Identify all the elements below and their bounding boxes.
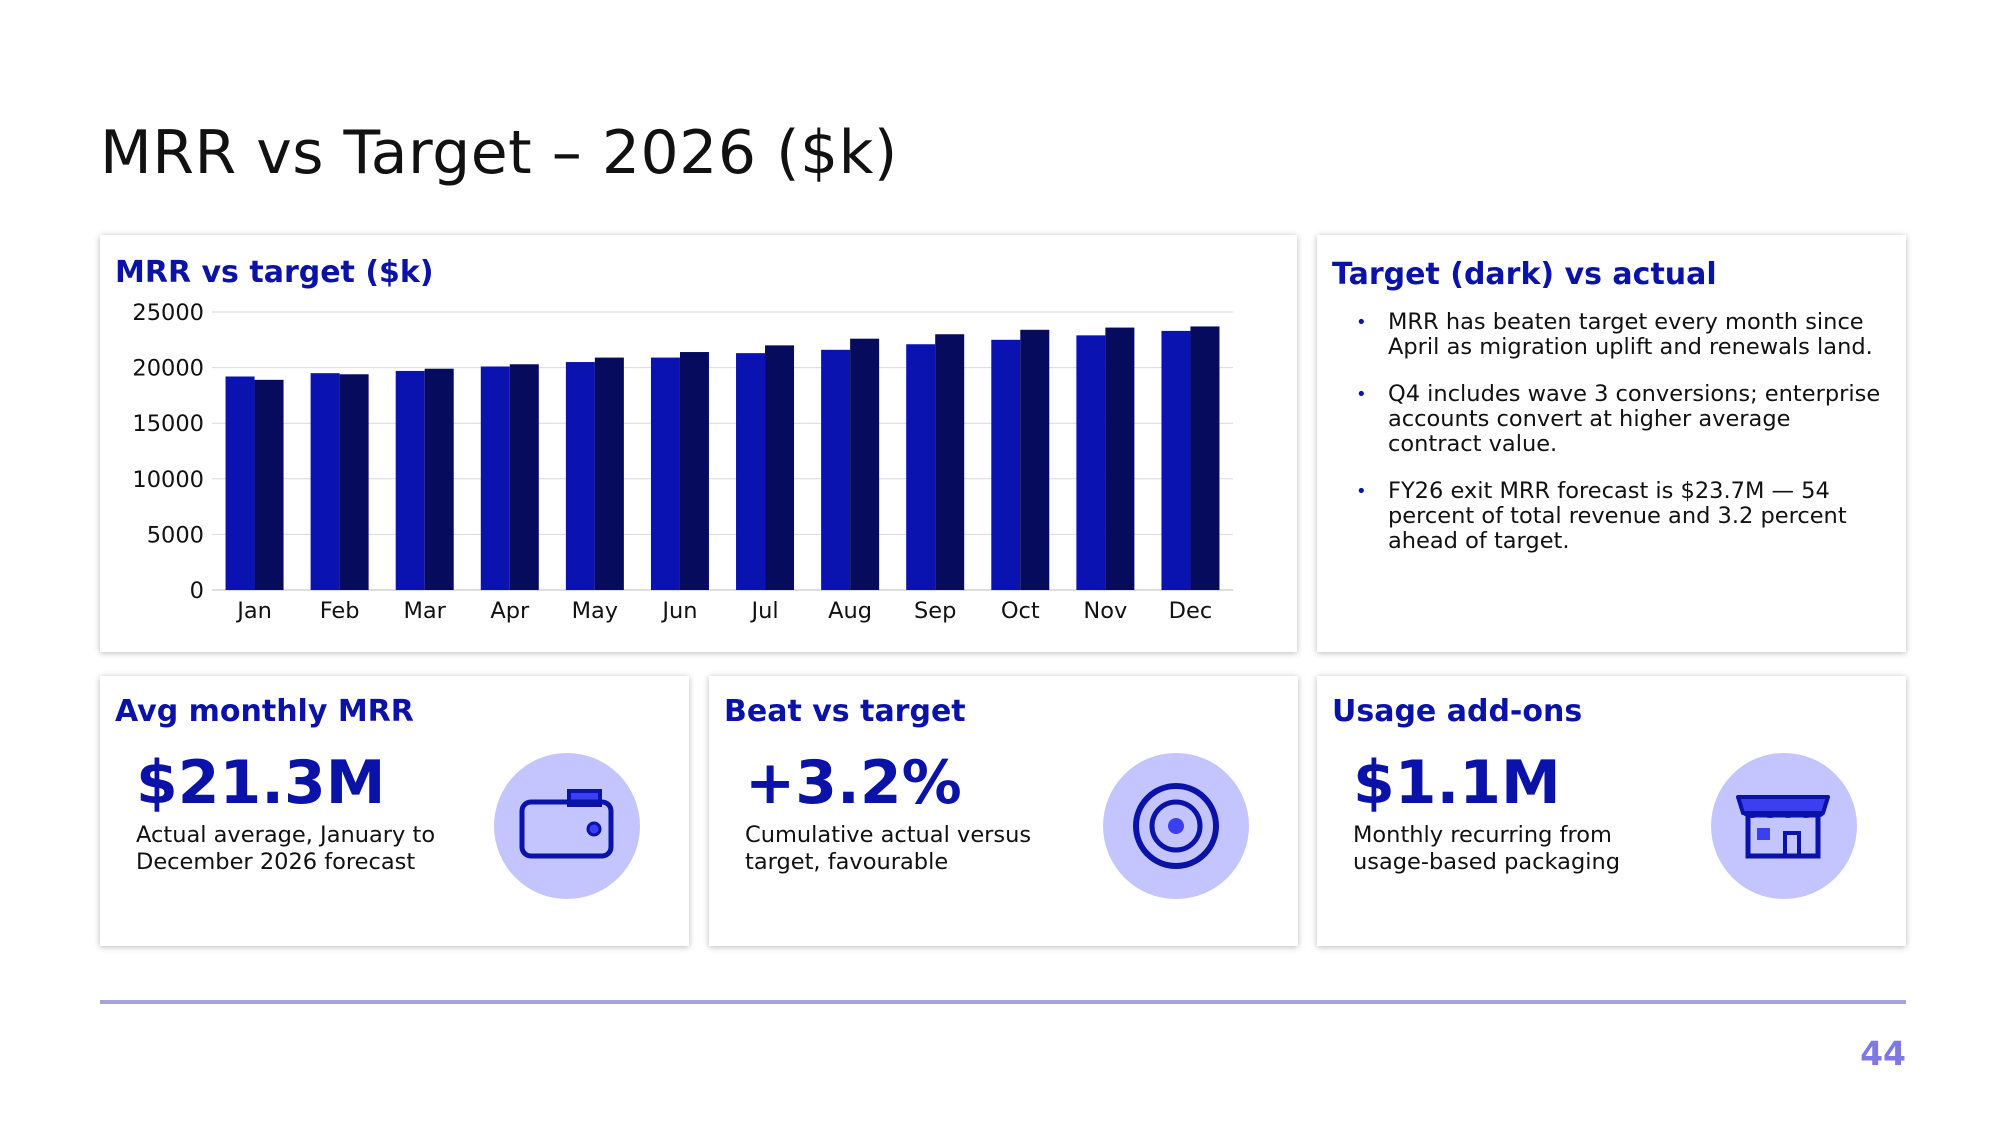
kpi-card-avg-mrr: Avg monthly MRR $21.3M Actual average, J… — [100, 676, 689, 946]
y-tick-label: 15000 — [132, 411, 204, 437]
y-tick-label: 20000 — [132, 356, 204, 382]
bar-target — [254, 379, 284, 590]
bar-actual — [991, 339, 1021, 590]
bar-actual — [565, 362, 595, 590]
x-tick-label: May — [572, 598, 619, 624]
kpi-value: +3.2% — [745, 748, 962, 818]
bullet-icon: • — [1356, 384, 1367, 405]
target-icon — [1103, 753, 1249, 899]
kpi-title: Avg monthly MRR — [115, 694, 414, 729]
bar-actual — [821, 349, 851, 590]
bar-actual — [395, 370, 425, 590]
y-tick-label: 10000 — [132, 467, 204, 493]
bar-target — [679, 352, 709, 590]
note-text: FY26 exit MRR forecast is $23.7M — 54 pe… — [1388, 478, 1847, 554]
bar-target — [935, 334, 965, 590]
bar-target — [850, 338, 880, 590]
x-tick-label: Jan — [235, 598, 272, 624]
notes-title: Target (dark) vs actual — [1332, 257, 1717, 292]
bar-target — [1190, 326, 1220, 590]
bar-target — [1020, 329, 1050, 590]
x-tick-label: Mar — [403, 598, 446, 624]
bullet-icon: • — [1356, 481, 1367, 502]
kpi-title: Beat vs target — [724, 694, 966, 729]
notes-list: • MRR has beaten target every month since… — [1354, 310, 1884, 576]
kpi-value: $21.3M — [136, 748, 386, 818]
kpi-card-usage-addons: Usage add-ons $1.1M Monthly recurring fr… — [1317, 676, 1906, 946]
x-tick-label: Jun — [660, 598, 697, 624]
bar-target — [509, 364, 539, 590]
bar-actual — [906, 344, 936, 590]
note-text: Q4 includes wave 3 conversions; enterpri… — [1388, 381, 1881, 457]
x-tick-label: Aug — [828, 598, 872, 624]
bar-actual — [480, 366, 510, 590]
x-tick-label: Sep — [914, 598, 956, 624]
x-tick-label: Apr — [490, 598, 530, 624]
x-tick-label: Oct — [1001, 598, 1040, 624]
note-item: • FY26 exit MRR forecast is $23.7M — 54 p… — [1354, 479, 1884, 554]
bar-target — [594, 357, 624, 590]
x-tick-label: Nov — [1083, 598, 1127, 624]
wallet-icon — [494, 753, 640, 899]
chart-card: MRR vs target ($k) 0 5000 10000 15000 20000 2… — [100, 235, 1297, 652]
x-tick-label: Dec — [1169, 598, 1213, 624]
kpi-description: Cumulative actual versus target, favoura… — [745, 822, 1032, 875]
bar-actual — [1076, 335, 1106, 590]
bar-target — [424, 368, 454, 590]
y-tick-label: 5000 — [147, 522, 204, 548]
bar-actual — [1161, 330, 1191, 590]
note-item: • Q4 includes wave 3 conversions; enterpr… — [1354, 382, 1884, 457]
bullet-icon: • — [1356, 312, 1367, 333]
x-tick-label: Jul — [749, 598, 778, 624]
kpi-description: Monthly recurring from usage-based packa… — [1353, 822, 1621, 875]
bar-actual — [736, 353, 766, 590]
kpi-title: Usage add-ons — [1332, 694, 1583, 729]
footer-divider — [100, 1000, 1906, 1004]
kpi-description: Actual average, January to December 2026… — [136, 822, 436, 875]
x-tick-label: Feb — [320, 598, 360, 624]
chart-title: MRR vs target ($k) — [115, 255, 434, 290]
y-tick-label: 25000 — [132, 300, 204, 326]
bar-actual — [650, 357, 680, 590]
bar-actual — [225, 376, 255, 590]
bar-target — [765, 345, 795, 590]
note-text: MRR has beaten target every month since … — [1388, 309, 1873, 360]
y-tick-label: 0 — [190, 578, 204, 604]
notes-card: Target (dark) vs actual • MRR has beaten … — [1317, 235, 1906, 652]
slide-title: MRR vs Target – 2026 ($k) — [100, 118, 898, 188]
bar-target — [339, 374, 369, 590]
mrr-bar-chart: 0 5000 10000 15000 20000 25000 Jan Feb Mar Apr May… — [132, 300, 1233, 624]
kpi-card-beat-target: Beat vs target +3.2% Cumulative actual v… — [709, 676, 1298, 946]
page-number: 44 — [1860, 1034, 1906, 1073]
note-item: • MRR has beaten target every month since… — [1354, 310, 1884, 360]
storefront-icon — [1711, 753, 1857, 899]
bar-actual — [310, 373, 340, 590]
bar-target — [1105, 327, 1135, 590]
kpi-value: $1.1M — [1353, 748, 1561, 818]
